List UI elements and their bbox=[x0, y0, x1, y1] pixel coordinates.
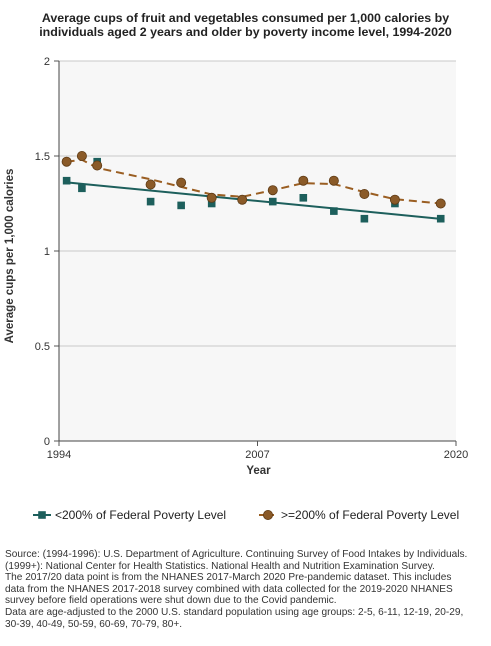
data-point-high-income bbox=[145, 179, 156, 190]
data-point-low-income bbox=[268, 197, 277, 206]
data-point-high-income bbox=[359, 188, 370, 199]
data-point-high-income bbox=[298, 175, 309, 186]
chart-svg: 0 0.5 1 1.5 2 1994 2007 2020 Year Average cups pe… bbox=[4, 56, 468, 522]
data-point-high-income bbox=[92, 160, 103, 171]
data-point-low-income bbox=[177, 201, 185, 210]
data-point-high-income bbox=[267, 185, 278, 196]
data-point-high-income bbox=[328, 175, 339, 186]
source-line-5: survey before field operations were shut… bbox=[5, 595, 337, 607]
data-point-low-income bbox=[360, 214, 369, 223]
y-tick-label: 0 bbox=[44, 436, 50, 448]
y-axis-label: Average cups per 1,000 calories bbox=[4, 169, 16, 344]
source-line-4: data from the NHANES 2017-2018 survey co… bbox=[5, 583, 453, 595]
data-point-low-income bbox=[146, 197, 155, 206]
x-tick-label: 2007 bbox=[245, 449, 269, 461]
data-point-low-income bbox=[436, 214, 445, 223]
data-point-high-income bbox=[206, 192, 217, 203]
y-tick-label: 2 bbox=[44, 56, 50, 68]
source-line-2: (1999+): National Center for Health Stat… bbox=[5, 560, 435, 572]
source-line-3: The 2017/20 data point is from the NHANE… bbox=[5, 572, 452, 584]
chart-title-line-2: individuals aged 2 years and older by po… bbox=[39, 25, 452, 39]
legend-marker-low-income bbox=[38, 511, 46, 519]
legend-marker-high-income bbox=[262, 509, 273, 520]
trendline-low-income bbox=[66, 181, 441, 220]
data-point-high-income bbox=[435, 198, 446, 209]
data-point-high-income bbox=[389, 194, 400, 205]
legend-label-high-income: >=200% of Federal Poverty Level bbox=[281, 508, 459, 522]
source-line-1: Source: (1994-1996): U.S. Department of … bbox=[5, 549, 468, 560]
legend-label-low-income: <200% of Federal Poverty Level bbox=[55, 508, 226, 522]
data-point-high-income bbox=[176, 177, 187, 188]
data-point-low-income bbox=[78, 184, 86, 193]
source-line-6: Data are age-adjusted to the 2000 U.S. s… bbox=[5, 606, 464, 618]
x-axis-label: Year bbox=[246, 465, 271, 477]
chart-title-line-1: Average cups of fruit and vegetables con… bbox=[41, 11, 450, 25]
source-line-7: 30-39, 40-49, 50-59, 60-69, 70-79, 80+. bbox=[5, 618, 183, 630]
x-tick-label: 1994 bbox=[47, 449, 71, 461]
x-tick-label: 2020 bbox=[444, 449, 468, 461]
data-point-high-income bbox=[76, 150, 87, 161]
data-point-low-income bbox=[62, 176, 71, 185]
chart-title: Average cups of fruit and vegetables con… bbox=[10, 11, 481, 39]
data-point-low-income bbox=[299, 194, 308, 202]
y-tick-label: 0.5 bbox=[35, 341, 50, 353]
data-point-high-income bbox=[237, 194, 248, 205]
source-note: Source: (1994-1996): U.S. Department of … bbox=[5, 549, 489, 630]
y-tick-label: 1.5 bbox=[35, 151, 50, 163]
y-tick-label: 1 bbox=[44, 246, 50, 258]
data-point-high-income bbox=[61, 156, 72, 167]
data-point-low-income bbox=[330, 207, 338, 215]
data-point-low-income bbox=[207, 199, 216, 208]
